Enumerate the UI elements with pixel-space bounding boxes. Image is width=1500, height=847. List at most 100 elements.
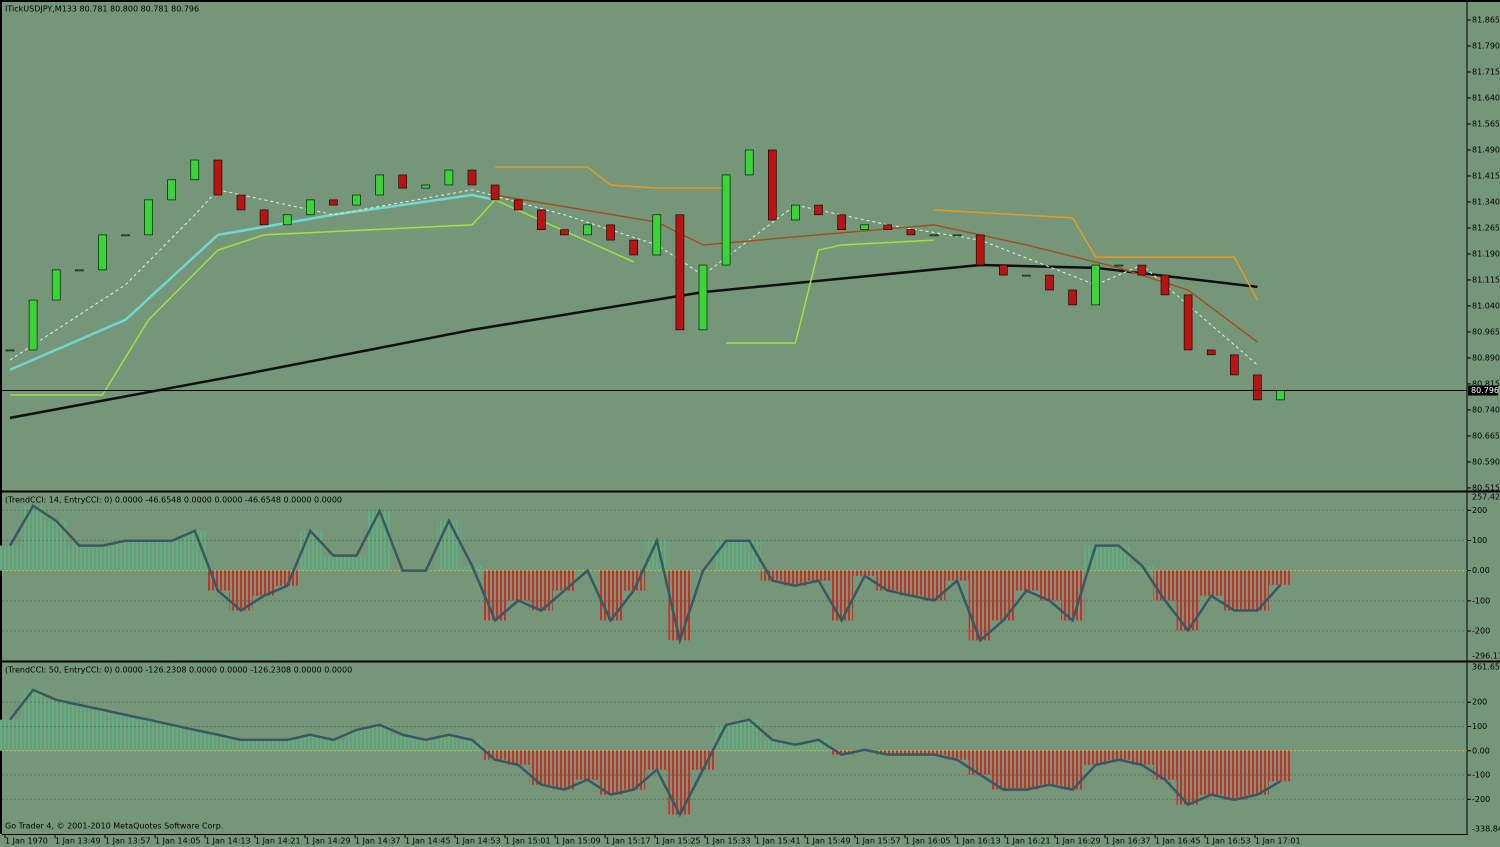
cci-bar <box>90 545 114 571</box>
indicator-title: (TrendCCI: 14, EntryCCI: 0) 0.0000 -46.6… <box>5 496 342 505</box>
y-tick-label: 81.040 <box>1472 301 1500 310</box>
candle <box>259 209 269 226</box>
cci-bar <box>599 750 623 795</box>
cci-bar <box>575 750 600 780</box>
cci-bar <box>622 750 646 790</box>
cci-bar <box>252 739 276 751</box>
candle <box>952 234 962 237</box>
cci-bar <box>252 570 276 596</box>
cci-bar <box>876 570 900 591</box>
cci-bar <box>44 520 68 571</box>
cci-line <box>8 504 1282 645</box>
candle <box>5 349 15 352</box>
cci-bar <box>460 739 484 751</box>
cci-bar <box>830 750 854 755</box>
y-tick-label: 81.265 <box>1472 223 1500 232</box>
time-label: 1 Jan 15:09 <box>555 837 601 846</box>
cci-bar <box>298 530 322 571</box>
price-scale <box>1468 2 1500 834</box>
cci-bar <box>1222 750 1246 800</box>
cci-bar <box>714 724 738 751</box>
cci-bar <box>1245 570 1269 611</box>
indicator-line <box>495 166 727 189</box>
cci-bar <box>691 750 715 770</box>
cci-bar <box>0 719 22 751</box>
time-label: 1 Jan 16:37 <box>1105 837 1151 846</box>
candle <box>1183 294 1193 351</box>
cci-bar <box>806 739 831 751</box>
y-tick-label: 80.965 <box>1472 327 1500 336</box>
candle <box>675 214 685 331</box>
time-label: 1 Jan 16:45 <box>1155 837 1201 846</box>
candle <box>791 204 800 221</box>
y-tick-label: 100 <box>1472 536 1487 545</box>
cci-bar <box>1084 750 1108 765</box>
cci-bar <box>90 709 114 751</box>
indicator-line <box>10 198 635 396</box>
indicator-line <box>933 209 1259 301</box>
y-tick-label: -200 <box>1472 627 1490 636</box>
cci-bar <box>21 689 45 751</box>
candle <box>213 159 223 196</box>
cci-bar <box>113 714 138 751</box>
cci-bar <box>1176 750 1200 805</box>
cci-bar <box>783 570 807 586</box>
candle <box>51 269 61 301</box>
candle <box>1276 390 1285 401</box>
cci-bar <box>1037 750 1062 785</box>
cci-bar <box>645 750 669 770</box>
indicator-line <box>9 193 496 371</box>
cci-bar <box>368 724 392 751</box>
candle <box>629 239 639 256</box>
cci-bar <box>1107 750 1131 760</box>
time-label: 1 Jan 14:53 <box>455 837 501 846</box>
cci-bar <box>1130 750 1154 765</box>
candle <box>652 214 662 256</box>
candle <box>1137 264 1147 276</box>
cci-bar <box>275 739 299 751</box>
cci-bar <box>160 724 184 751</box>
candle <box>167 179 176 201</box>
cci-bar <box>1153 570 1177 601</box>
candle <box>98 234 107 271</box>
cci-bar <box>1245 750 1269 795</box>
candle <box>305 199 315 216</box>
candle <box>1253 374 1262 401</box>
time-label: 1 Jan 15:01 <box>505 837 551 846</box>
cci-bar <box>160 540 184 571</box>
cci-bar <box>137 719 161 751</box>
y-tick-label: 0.00 <box>1472 566 1490 575</box>
current-price-box <box>1468 385 1498 396</box>
candle <box>1206 349 1216 356</box>
y-tick-label: 80.590 <box>1472 457 1500 466</box>
cci-bar <box>1061 750 1085 790</box>
candle <box>190 159 200 181</box>
indicator-title: (TrendCCI: 50, EntryCCI: 0) 0.0000 -126.… <box>5 666 352 675</box>
candle <box>814 204 823 216</box>
y-tick-label: 80.740 <box>1472 405 1500 414</box>
cci-bar <box>183 530 207 571</box>
y-tick-label: 81.565 <box>1472 119 1500 128</box>
time-label: 1 Jan 13:57 <box>105 837 151 846</box>
cci-bar <box>298 734 322 751</box>
cci-line <box>9 688 1282 818</box>
plot-area <box>2 2 1468 834</box>
ylim-min-label: -338.847 <box>1472 825 1500 834</box>
candle <box>883 224 893 230</box>
candle <box>998 264 1008 276</box>
cci-bar <box>991 570 1015 621</box>
cci-bar <box>806 570 831 581</box>
cci-bar <box>21 505 45 571</box>
time-scale <box>0 834 1500 847</box>
candle <box>606 224 615 241</box>
cci-bar <box>229 570 253 611</box>
time-label: 1 Jan 15:25 <box>655 837 701 846</box>
cci-bar <box>1222 570 1246 611</box>
y-tick-label: 81.415 <box>1472 171 1500 180</box>
cci-bar <box>552 570 576 591</box>
candle <box>975 234 985 266</box>
indicator-line <box>9 189 1258 366</box>
candle <box>1022 274 1031 277</box>
cci-bar <box>67 704 91 751</box>
